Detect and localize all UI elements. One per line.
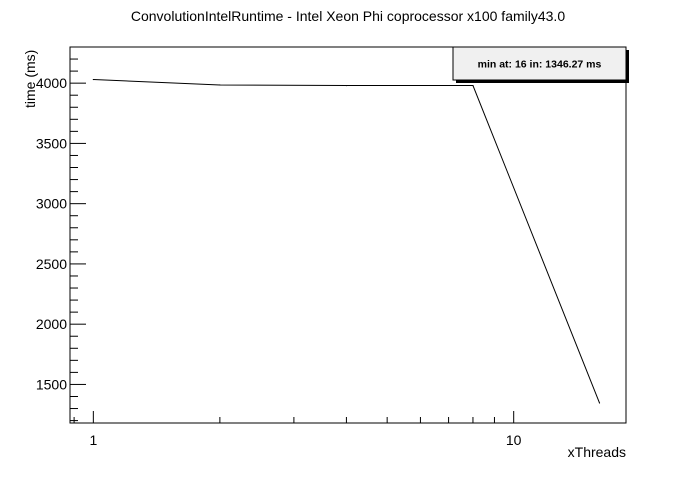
- data-point: [219, 84, 221, 86]
- plot-frame: [69, 46, 627, 424]
- series-line: [93, 79, 600, 404]
- plot-area: 1500 2000 2500 3000 3500 4000 1 10: [36, 46, 627, 448]
- data-point: [345, 84, 348, 87]
- annotation-text: min at: 16 in: 1346.27 ms: [478, 59, 602, 71]
- data-point: [92, 78, 94, 81]
- y-tick-label: 3500: [36, 135, 67, 151]
- y-tick-label: 3000: [36, 196, 67, 212]
- x-axis-label: xThreads: [568, 444, 626, 460]
- data-point: [472, 84, 474, 87]
- x-tick-label: 10: [506, 432, 522, 448]
- y-axis-label: time (ms): [22, 50, 38, 108]
- annotation-box: min at: 16 in: 1346.27 ms: [452, 46, 629, 83]
- y-tick-label: 1500: [36, 376, 67, 392]
- chart-title: ConvolutionIntelRuntime - Intel Xeon Phi…: [131, 8, 565, 24]
- data-point: [598, 402, 601, 404]
- annotation-background: [452, 46, 627, 81]
- y-tick-label: 2500: [36, 256, 67, 272]
- y-tick-label: 2000: [36, 316, 67, 332]
- x-tick-label: 1: [89, 432, 97, 448]
- y-tick-label: 4000: [36, 75, 67, 91]
